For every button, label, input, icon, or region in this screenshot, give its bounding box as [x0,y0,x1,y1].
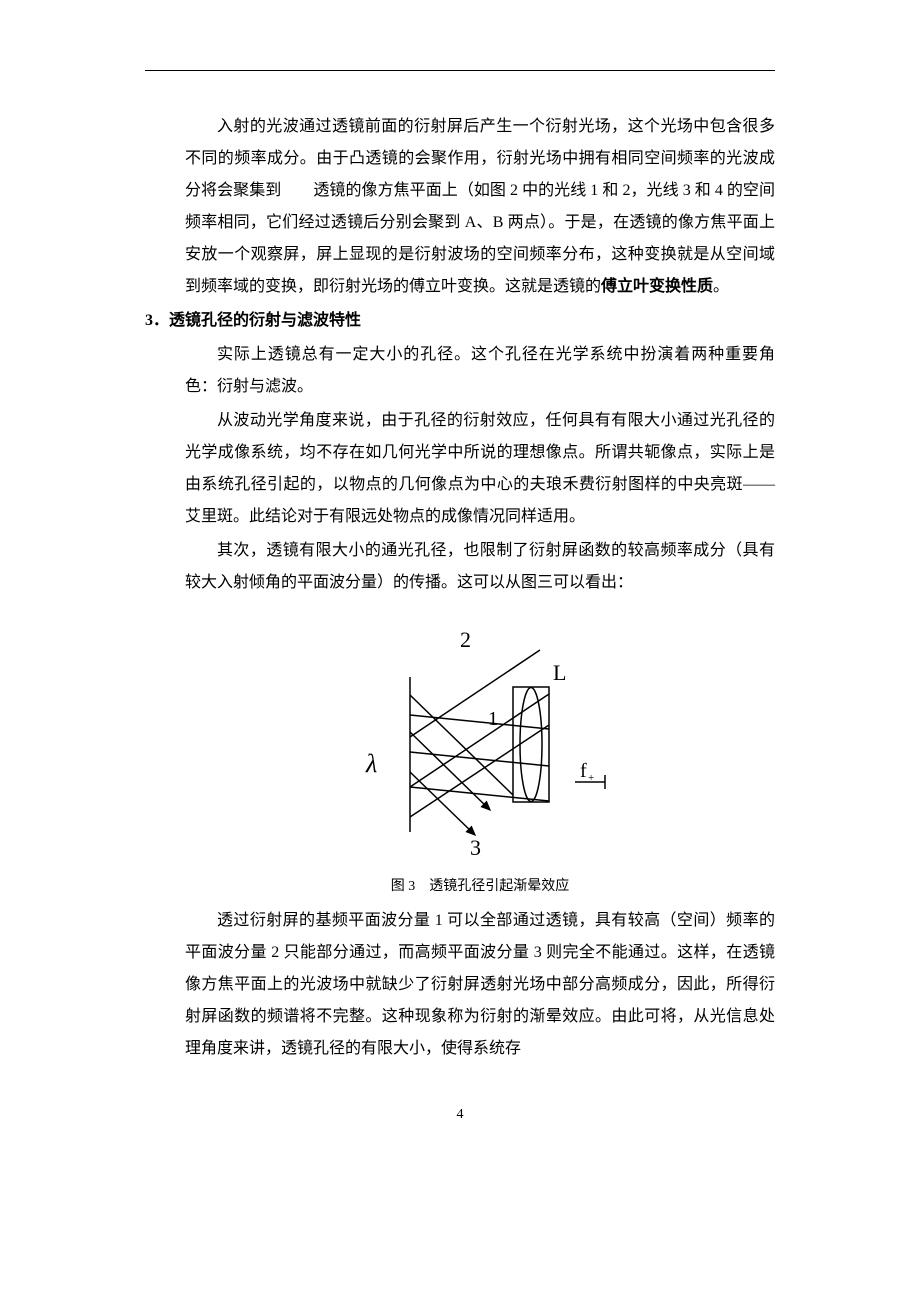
label-lambda: λ [365,749,377,778]
paragraph-1-text: 入射的光波通过透镜前面的衍射屏后产生一个衍射光场，这个光场中包含很多不同的频率成… [185,118,775,295]
label-2: 2 [460,627,471,652]
paragraph-1-block: 入射的光波通过透镜前面的衍射屏后产生一个衍射光场，这个光场中包含很多不同的频率成… [145,111,775,303]
paragraph-1: 入射的光波通过透镜前面的衍射屏后产生一个衍射光场，这个光场中包含很多不同的频率成… [185,111,775,303]
figure-3-diagram: 2 L 1 λ f + 3 [330,617,630,867]
label-f: f [580,760,587,782]
paragraph-1-end: 。 [713,278,729,295]
paragraph-4: 其次，透镜有限大小的通光孔径，也限制了衍射屏函数的较高频率成分（具有较大入射倾角… [185,535,775,599]
ray-2b [410,694,549,787]
paragraph-2: 实际上透镜总有一定大小的孔径。这个孔径在光学系统中扮演着两种重要角色：衍射与滤波… [185,339,775,403]
ray-3b [410,732,490,810]
lens-ellipse [520,688,542,802]
top-horizontal-rule [145,70,775,71]
paragraph-3: 从波动光学角度来说，由于孔径的衍射效应，任何具有有限大小通过光孔径的光学成像系统… [185,405,775,533]
paragraph-5: 透过衍射屏的基频平面波分量 1 可以全部通过透镜，具有较高（空间）频率的平面波分… [185,905,775,1065]
ray-2c [410,725,549,817]
page-number: 4 [145,1107,775,1123]
label-1: 1 [488,708,498,730]
ray-3c [410,772,475,835]
label-f-sub: + [588,772,594,784]
body-block: 实际上透镜总有一定大小的孔径。这个孔径在光学系统中扮演着两种重要角色：衍射与滤波… [145,339,775,1065]
figure-3-caption: 图 3 透镜孔径引起渐晕效应 [185,875,775,895]
figure-3-container: 2 L 1 λ f + 3 图 3 透镜孔径引起渐晕效应 [185,617,775,895]
paragraph-1-bold: 傅立叶变换性质 [601,278,713,295]
label-3: 3 [470,835,481,860]
ray-1a [410,715,549,729]
ray-1b [410,752,549,766]
label-L: L [553,660,566,685]
section-heading-3: 3．透镜孔径的衍射与滤波特性 [145,305,775,337]
